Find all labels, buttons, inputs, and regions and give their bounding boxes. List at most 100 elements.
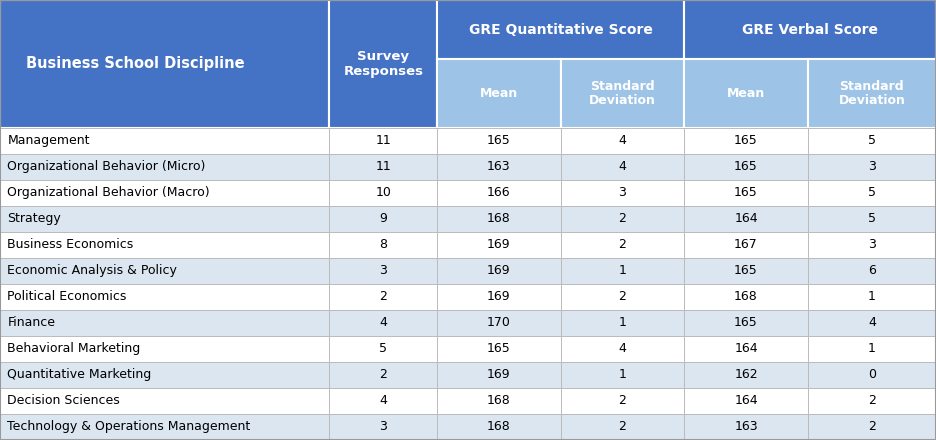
Text: 2: 2 — [619, 290, 626, 303]
Bar — [684, 180, 808, 206]
Text: 1: 1 — [619, 316, 626, 330]
Bar — [329, 362, 437, 388]
Text: 169: 169 — [487, 290, 511, 303]
Bar — [0, 205, 329, 232]
Text: GRE Quantitative Score: GRE Quantitative Score — [469, 23, 652, 37]
Text: 11: 11 — [375, 134, 391, 147]
Bar — [561, 336, 684, 362]
Text: Political Economics: Political Economics — [7, 290, 127, 303]
Bar — [561, 414, 684, 440]
Text: 168: 168 — [487, 212, 511, 225]
Bar — [437, 59, 561, 128]
Text: 165: 165 — [734, 316, 758, 330]
Text: 165: 165 — [734, 186, 758, 199]
Text: 2: 2 — [868, 394, 876, 407]
Text: 3: 3 — [619, 186, 626, 199]
Bar — [684, 284, 808, 310]
Bar — [437, 154, 561, 180]
Bar — [808, 128, 936, 154]
Text: 4: 4 — [619, 342, 626, 356]
Text: 164: 164 — [734, 342, 758, 356]
Bar — [684, 128, 808, 154]
Bar — [437, 258, 561, 284]
Text: 168: 168 — [487, 421, 511, 433]
Text: GRE Verbal Score: GRE Verbal Score — [742, 23, 878, 37]
Bar — [437, 0, 684, 59]
Bar — [0, 232, 329, 258]
Bar — [561, 59, 684, 128]
Bar — [0, 0, 329, 128]
Bar — [684, 310, 808, 336]
Bar — [684, 232, 808, 258]
Bar — [0, 336, 329, 362]
Bar — [561, 362, 684, 388]
Bar — [329, 388, 437, 414]
Bar — [0, 154, 329, 180]
Bar — [437, 232, 561, 258]
Bar — [561, 180, 684, 206]
Text: Organizational Behavior (Micro): Organizational Behavior (Micro) — [7, 160, 206, 173]
Text: 3: 3 — [868, 238, 876, 251]
Bar — [437, 205, 561, 232]
Text: Strategy: Strategy — [7, 212, 61, 225]
Bar — [437, 284, 561, 310]
Bar — [808, 59, 936, 128]
Bar — [684, 0, 936, 59]
Bar — [437, 388, 561, 414]
Bar — [684, 258, 808, 284]
Bar — [437, 414, 561, 440]
Text: 10: 10 — [375, 186, 391, 199]
Bar — [561, 258, 684, 284]
Text: Organizational Behavior (Macro): Organizational Behavior (Macro) — [7, 186, 210, 199]
Bar — [808, 388, 936, 414]
Text: Survey
Responses: Survey Responses — [344, 50, 423, 78]
Text: 2: 2 — [868, 421, 876, 433]
Text: 6: 6 — [868, 264, 876, 277]
Bar — [329, 180, 437, 206]
Text: 0: 0 — [868, 368, 876, 381]
Text: 1: 1 — [868, 290, 876, 303]
Text: 165: 165 — [487, 134, 511, 147]
Bar — [0, 258, 329, 284]
Bar — [329, 154, 437, 180]
Text: 165: 165 — [487, 342, 511, 356]
Text: 9: 9 — [379, 212, 388, 225]
Text: 165: 165 — [734, 134, 758, 147]
Bar — [684, 205, 808, 232]
Bar — [0, 362, 329, 388]
Text: 4: 4 — [868, 316, 876, 330]
Bar — [808, 284, 936, 310]
Bar — [329, 258, 437, 284]
Text: 165: 165 — [734, 160, 758, 173]
Text: Standard
Deviation: Standard Deviation — [839, 80, 905, 107]
Bar — [437, 362, 561, 388]
Bar — [329, 310, 437, 336]
Text: 5: 5 — [868, 212, 876, 225]
Text: 1: 1 — [868, 342, 876, 356]
Bar — [329, 205, 437, 232]
Text: Technology & Operations Management: Technology & Operations Management — [7, 421, 251, 433]
Bar — [0, 128, 329, 154]
Text: 5: 5 — [868, 134, 876, 147]
Bar — [808, 180, 936, 206]
Bar — [684, 388, 808, 414]
Bar — [684, 362, 808, 388]
Text: 11: 11 — [375, 160, 391, 173]
Bar — [437, 180, 561, 206]
Bar — [561, 205, 684, 232]
Bar — [808, 258, 936, 284]
Text: 170: 170 — [487, 316, 511, 330]
Text: 164: 164 — [734, 394, 758, 407]
Bar — [329, 336, 437, 362]
Text: 5: 5 — [868, 186, 876, 199]
Bar — [808, 362, 936, 388]
Text: 3: 3 — [868, 160, 876, 173]
Text: 4: 4 — [379, 394, 388, 407]
Bar — [684, 336, 808, 362]
Text: 2: 2 — [379, 368, 388, 381]
Bar — [437, 310, 561, 336]
Bar — [0, 284, 329, 310]
Bar — [808, 414, 936, 440]
Bar — [561, 128, 684, 154]
Bar — [0, 414, 329, 440]
